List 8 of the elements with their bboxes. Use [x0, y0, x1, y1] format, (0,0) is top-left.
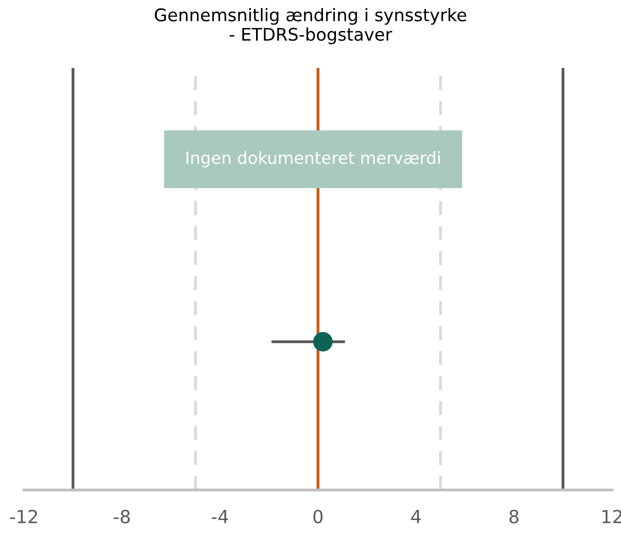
- chart-title: Gennemsnitlig ændring i synsstyrke - ETDRS-bogstaver: [154, 8, 466, 44]
- x-tick-label: 4: [411, 510, 421, 524]
- x-tick-label: 8: [509, 510, 519, 524]
- x-tick-label: -4: [212, 510, 228, 524]
- annotation: Ingen dokumenteret merværdi: [186, 151, 440, 168]
- x-tick-label: -12: [10, 510, 37, 524]
- x-tick-label: 0: [313, 510, 323, 524]
- x-tick-label: -8: [114, 510, 130, 524]
